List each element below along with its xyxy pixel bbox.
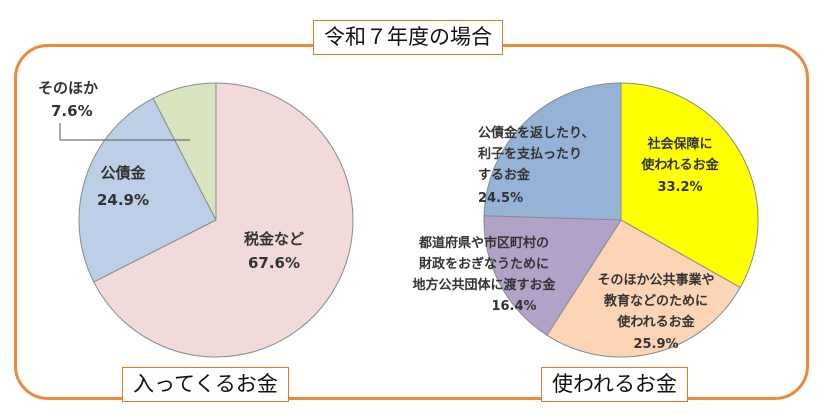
expense-value-debt: 24.5% — [478, 191, 523, 206]
income-slice-0 — [93, 82, 354, 358]
expense-label-public-3: 使われるお金 — [616, 314, 695, 330]
expense-slice-0 — [620, 82, 759, 289]
expense-value-local: 16.4% — [491, 299, 536, 314]
income-label-other: そのほか — [38, 79, 98, 97]
income-caption: 入ってくるお金 — [122, 367, 289, 402]
expense-pie — [483, 82, 759, 358]
income-value-tax: 67.6% — [248, 254, 300, 272]
expense-value-public: 25.9% — [633, 337, 678, 352]
expense-label-debt-1: 公債金を返したり、 — [478, 125, 594, 141]
expense-label-social-1: 社会保障に — [646, 136, 712, 152]
income-value-other: 7.6% — [51, 102, 93, 120]
expense-slice-3 — [483, 82, 622, 221]
expense-label-public-2: 教育などのために — [603, 293, 708, 309]
income-slice-2 — [152, 82, 217, 221]
expense-label-local-3: 地方公共団体に渡すお金 — [412, 277, 556, 293]
page-title: 令和７年度の場合 — [313, 20, 503, 55]
income-value-bond: 24.9% — [97, 191, 149, 209]
expense-slice-1 — [546, 219, 741, 358]
income-label-bond: 公債金 — [100, 164, 146, 182]
expense-label-social-2: 使われるお金 — [640, 157, 719, 173]
income-slice-1 — [78, 97, 217, 283]
expense-label-public-1: そのほか公共事業や — [597, 272, 714, 288]
income-pie — [78, 82, 354, 358]
expense-value-social: 33.2% — [657, 180, 702, 195]
expense-label-local-1: 都道府県や市区町村の — [418, 235, 549, 251]
expense-caption: 使われるお金 — [541, 367, 688, 402]
expense-slice-2 — [483, 215, 622, 336]
income-label-tax: 税金など — [244, 230, 304, 248]
expense-label-local-2: 財政をおぎなうために — [418, 256, 549, 272]
income-leader-line — [59, 123, 190, 141]
expense-label-debt-2: 利子を支払ったり — [478, 146, 582, 162]
expense-label-debt-3: するお金 — [478, 167, 531, 183]
